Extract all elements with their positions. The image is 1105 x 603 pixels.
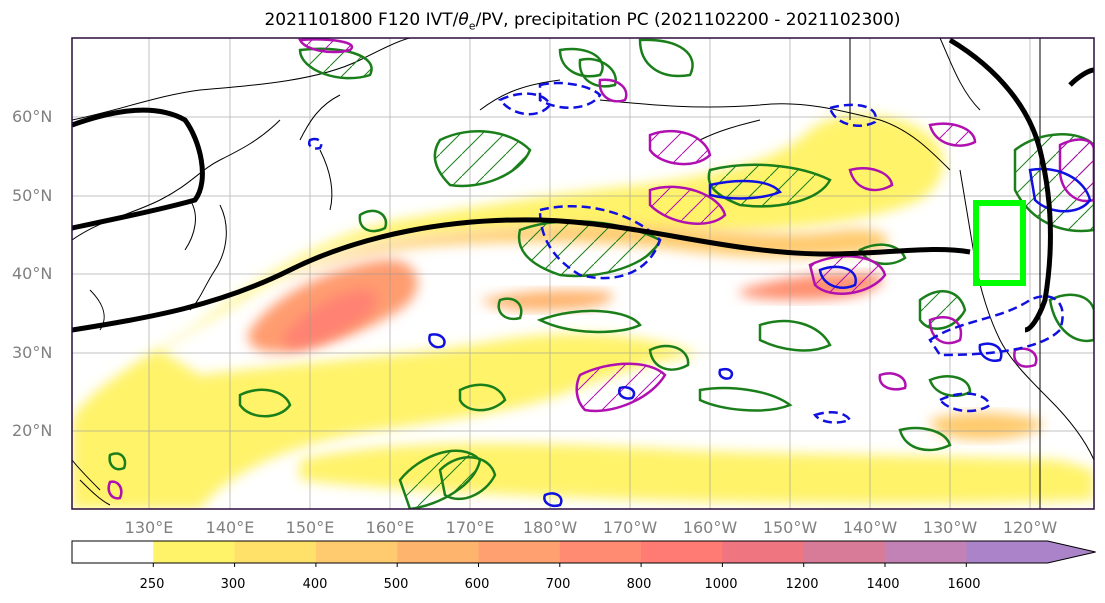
colorbar-tick-800: 800 (626, 577, 652, 592)
ivt-shading (72, 114, 1094, 509)
colorbar-tick-700: 700 (545, 577, 571, 592)
colorbar-tick-1600: 1600 (947, 577, 981, 592)
colorbar-outline (71, 540, 1096, 564)
lon-label-140w: 140°W (842, 518, 898, 537)
colorbar-tick-1400: 1400 (866, 577, 900, 592)
lat-label-60n: 60°N (12, 107, 53, 126)
colorbar-segment (966, 541, 1096, 563)
lat-label-20n: 20°N (12, 421, 53, 440)
lon-label-130w: 130°W (922, 518, 978, 537)
lon-label-120w: 120°W (1002, 518, 1058, 537)
colorbar-tick-300: 300 (220, 577, 246, 592)
colorbar-segment (397, 541, 479, 563)
map-frame (71, 37, 1095, 510)
colorbar-tick-1000: 1000 (704, 577, 738, 592)
theta-e-contours (108, 38, 1094, 509)
lon-label-160e: 160°E (365, 518, 415, 537)
lat-label-50n: 50°N (12, 186, 53, 205)
colorbar-tick-600: 600 (464, 577, 490, 592)
colorbar-tick-1200: 1200 (785, 577, 819, 592)
colorbar-segment (478, 541, 561, 563)
colorbar (71, 540, 1096, 567)
colorbar-segment (722, 541, 805, 563)
colorbar-segment (72, 541, 154, 563)
graticule (72, 38, 1094, 509)
colorbar-segment (803, 541, 886, 563)
colorbar-segment (885, 541, 967, 563)
colorbar-segment (315, 541, 398, 563)
blue-contours (308, 81, 1092, 507)
map-area (72, 38, 1094, 509)
colorbar-segment (559, 541, 642, 563)
lon-label-150w: 150°W (762, 518, 818, 537)
lon-label-170w: 170°W (602, 518, 658, 537)
colorbar-segment (153, 541, 236, 563)
colorbar-segment (641, 541, 723, 563)
figure-title: 2021101800 F120 IVT/θe/PV, precipitation… (264, 10, 901, 33)
lon-label-180w: 180°W (522, 518, 578, 537)
lon-label-170e: 170°E (445, 518, 495, 537)
colorbar-tick-400: 400 (302, 577, 328, 592)
lon-label-150e: 150°E (285, 518, 335, 537)
lon-label-140e: 140°E (205, 518, 255, 537)
colorbar-tick-500: 500 (383, 577, 409, 592)
colorbar-tick-250: 250 (139, 577, 165, 592)
colorbar-segment (234, 541, 317, 563)
lon-label-130e: 130°E (124, 518, 174, 537)
lat-label-40n: 40°N (12, 264, 53, 283)
lon-label-160w: 160°W (682, 518, 738, 537)
jet-lines (72, 38, 1094, 333)
highlight-region-box (973, 200, 1026, 286)
coastlines (72, 38, 1094, 509)
lat-label-30n: 30°N (12, 343, 53, 362)
